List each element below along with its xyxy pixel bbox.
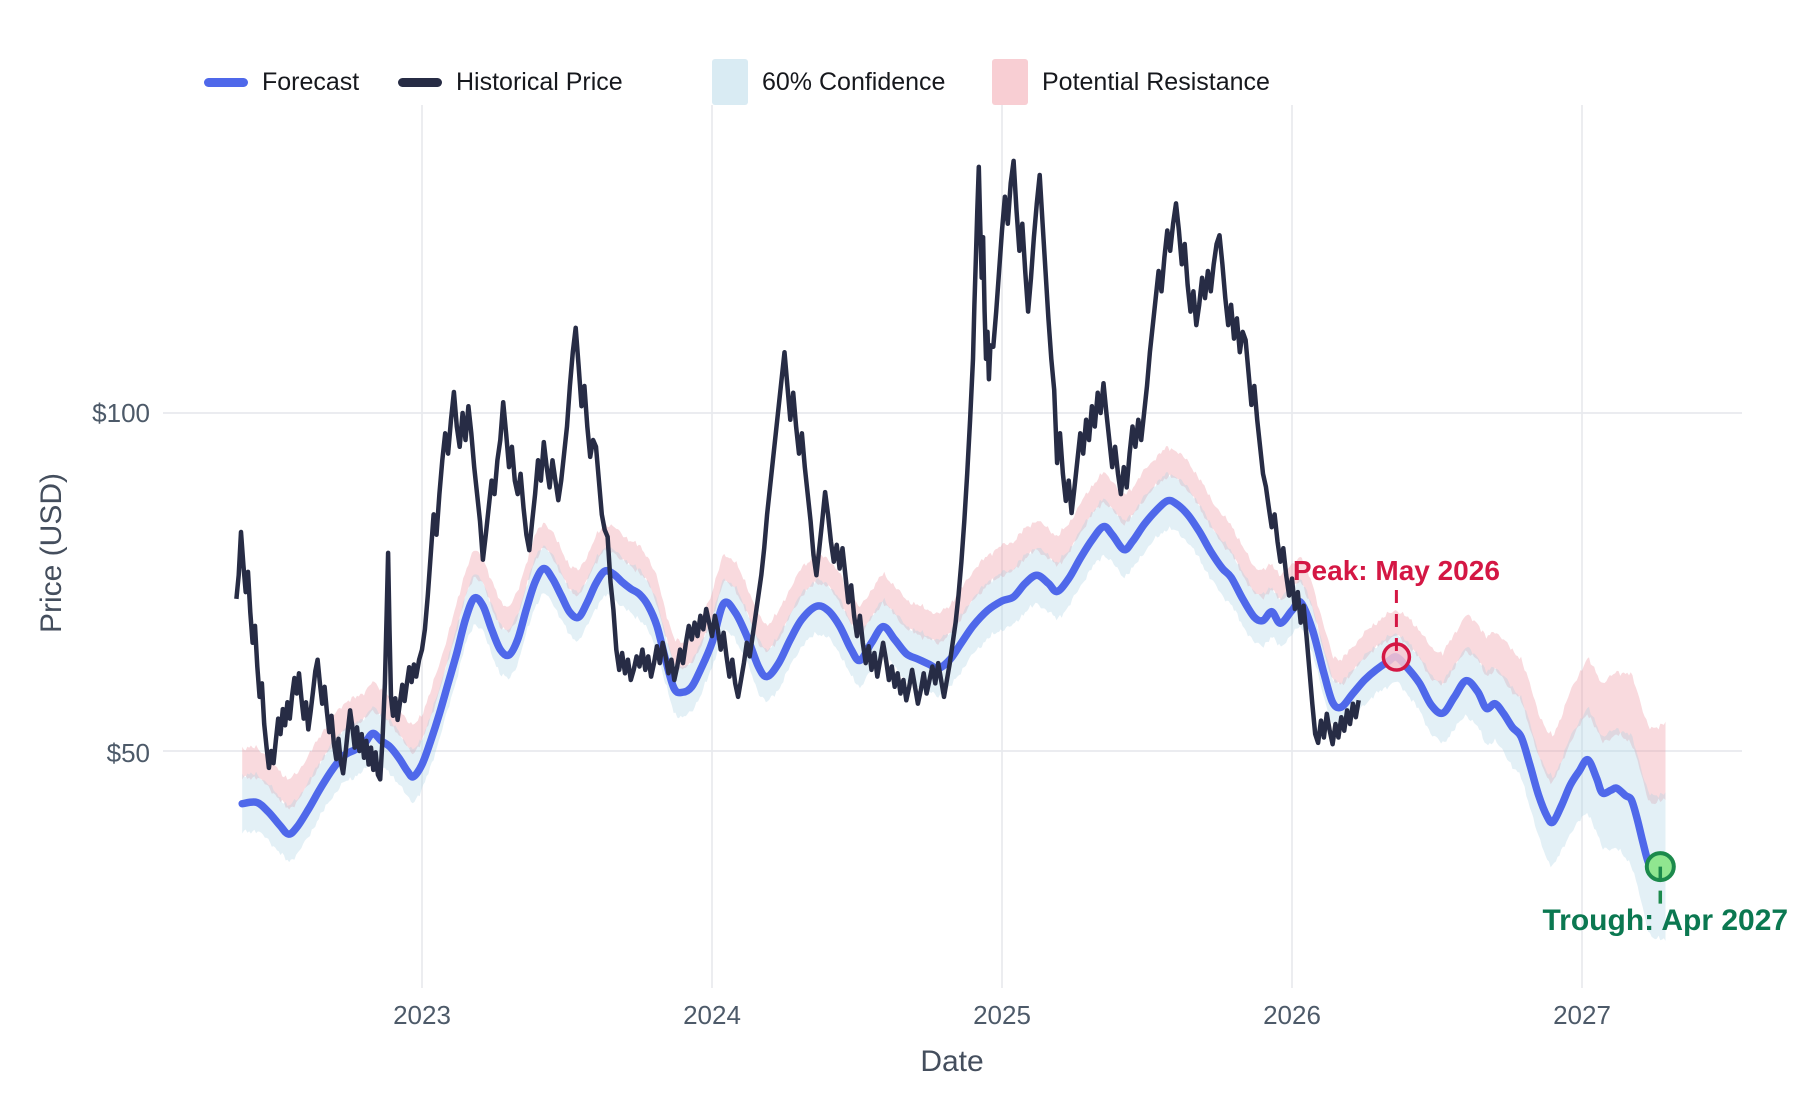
confidence-band-swatch	[712, 59, 748, 105]
legend-label-forecast: Forecast	[262, 67, 360, 96]
legend-item-confidence[interactable]: 60% Confidence	[712, 59, 945, 105]
y-tick-label-100: $100	[92, 398, 150, 428]
legend-label-resistance: Potential Resistance	[1042, 67, 1270, 96]
legend-item-historical[interactable]: Historical Price	[398, 59, 623, 105]
x-tick-label-2025: 2025	[973, 1000, 1031, 1030]
historical-line-swatch	[398, 77, 442, 87]
x-tick-label-2026: 2026	[1263, 1000, 1321, 1030]
confidence-band	[242, 472, 1666, 941]
resistance-band	[242, 446, 1666, 810]
forecast-line-swatch	[204, 77, 248, 87]
trough-annotation-label: Trough: Apr 2027	[1542, 904, 1789, 937]
y-tick-label-50: $50	[106, 738, 150, 768]
x-axis-title: Date	[920, 1045, 984, 1078]
legend-label-historical: Historical Price	[456, 67, 623, 96]
legend-item-forecast[interactable]: Forecast	[204, 59, 359, 105]
peak-annotation-label: Peak: May 2026	[1292, 555, 1500, 586]
historical-line	[234, 158, 1361, 782]
x-tick-label-2027: 2027	[1553, 1000, 1611, 1030]
resistance-band-swatch	[992, 59, 1028, 105]
x-tick-label-2024: 2024	[683, 1000, 741, 1030]
x-tick-label-2023: 2023	[393, 1000, 451, 1030]
legend-item-resistance[interactable]: Potential Resistance	[992, 59, 1270, 105]
y-axis-title: Price (USD)	[35, 472, 68, 634]
legend-label-confidence: 60% Confidence	[762, 67, 946, 96]
